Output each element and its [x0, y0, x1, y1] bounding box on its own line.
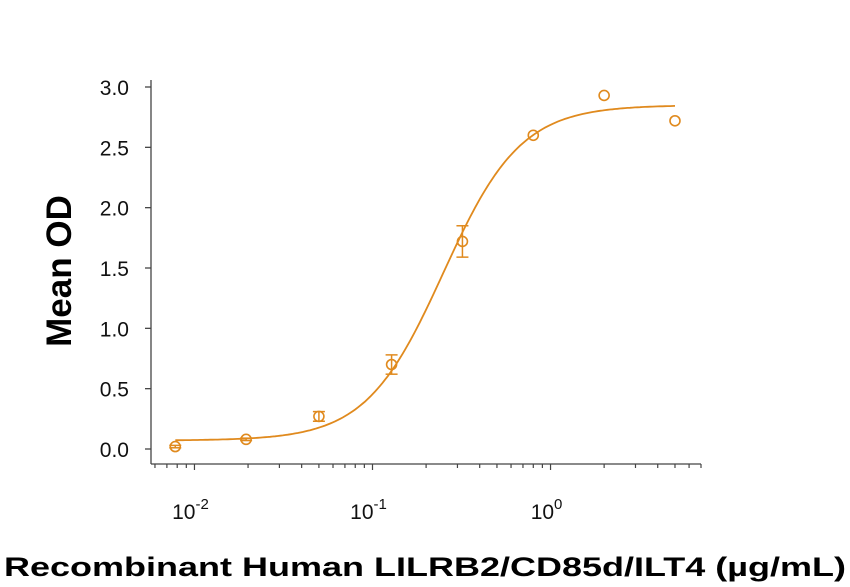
y-tick-label: 1.0: [100, 318, 129, 341]
open-circle-marker: [527, 129, 540, 142]
open-circle-marker: [456, 235, 469, 248]
data-point: [456, 225, 469, 258]
fit-curve: [175, 105, 676, 442]
open-circle-marker: [240, 433, 252, 446]
y-tick-label: 0.0: [100, 439, 129, 462]
x-tick-label: 10-2: [172, 496, 209, 524]
y-axis-title: Mean OD: [40, 195, 79, 347]
y-tick-label: 1.5: [100, 258, 129, 281]
data-point: [385, 354, 398, 375]
data-point: [598, 89, 610, 102]
open-circle-marker: [313, 410, 325, 423]
open-circle-marker: [385, 358, 398, 371]
data-point: [240, 433, 253, 446]
y-tick-label: 2.0: [100, 198, 129, 221]
y-tick-label: 0.5: [100, 379, 129, 402]
data-point: [527, 129, 540, 142]
open-circle-marker: [169, 440, 182, 453]
y-axis: 0.0 0.5 1.0 1.5 2.0 2.5 3.0: [100, 77, 152, 464]
y-tick-label: 3.0: [100, 77, 129, 100]
x-tick-label: 100: [531, 496, 563, 524]
x-axis: 10-2 10-1 100: [151, 463, 702, 524]
x-axis-title: Recombinant Human LILRB2/CD85d/ILT4 (µg/…: [4, 552, 846, 582]
data-points: [169, 89, 681, 453]
open-circle-marker: [669, 114, 681, 127]
open-circle-marker: [598, 89, 610, 102]
data-point: [312, 410, 325, 423]
data-point: [669, 114, 681, 127]
x-tick-label: 10-1: [350, 496, 387, 524]
y-tick-label: 2.5: [100, 137, 129, 160]
data-point: [169, 440, 182, 453]
